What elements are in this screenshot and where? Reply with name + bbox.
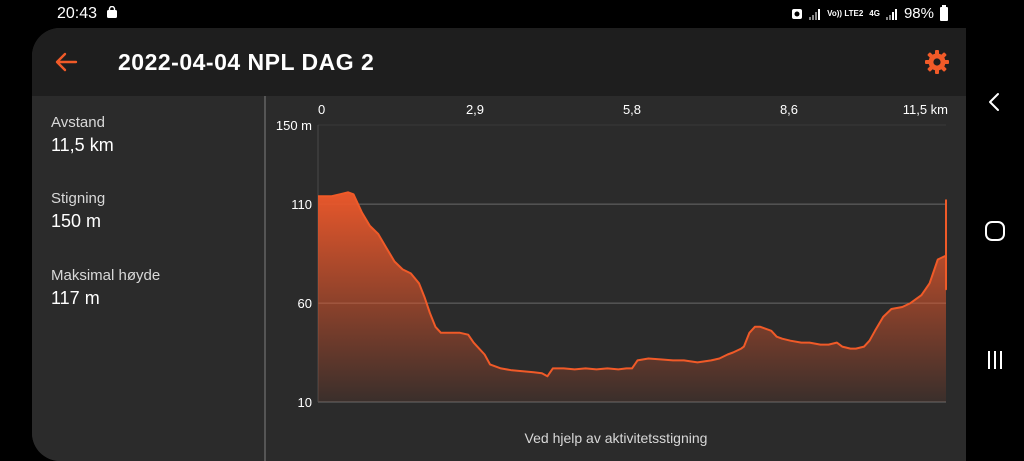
stat-label: Maksimal høyde (51, 267, 161, 284)
home-icon[interactable] (983, 219, 1007, 243)
system-nav-bar (966, 0, 1024, 461)
stat-value: 11,5 km (51, 135, 114, 155)
arrow-left-icon[interactable] (52, 48, 80, 76)
elevation-chart: 150 m 110 60 10 0 2,9 5,8 8,6 11,5 km (276, 102, 948, 410)
page-title: 2022-04-04 NPL DAG 2 (118, 49, 375, 75)
alarm-icon (792, 8, 803, 19)
status-bar: 20:43 Vo)) LTE2 4G 98% (0, 0, 966, 28)
stat-max-altitude: Maksimal høyde 117 m (51, 267, 160, 309)
clock: 20:43 (57, 5, 98, 22)
recents-icon[interactable] (983, 348, 1007, 372)
stat-value: 117 m (51, 288, 100, 308)
chart-caption: Ved hjelp av aktivitetsstigning (524, 430, 708, 446)
y-tick-label: 10 (298, 395, 312, 410)
x-tick-label: 8,6 (780, 102, 798, 117)
y-tick-label: 60 (298, 296, 312, 311)
y-tick-label: 110 (291, 197, 312, 212)
battery-icon (940, 4, 948, 21)
x-tick-label: 0 (318, 102, 325, 117)
toolbar: 2022-04-04 NPL DAG 2 (32, 28, 966, 96)
x-tick-label: 5,8 (623, 102, 641, 117)
signal-icon-2 (885, 8, 897, 20)
stat-value: 150 m (51, 211, 102, 231)
app-window: 2022-04-04 NPL DAG 2 Avstand 11,5 km Sti… (32, 28, 966, 461)
shopping-bag-icon (107, 6, 117, 18)
stat-distance: Avstand 11,5 km (51, 114, 114, 156)
stats-panel: Avstand 11,5 km Stigning 150 m Maksimal … (32, 96, 264, 461)
elevation-line (318, 191, 947, 378)
elevation-area (318, 192, 946, 402)
battery-percent: 98% (903, 5, 934, 22)
stat-label: Avstand (51, 114, 105, 131)
stat-label: Stigning (51, 190, 106, 207)
panel-divider (264, 96, 266, 461)
chevron-left-icon[interactable] (983, 90, 1007, 114)
network-tag: Vo)) LTE2 (827, 8, 864, 18)
x-tick-label: 11,5 km (903, 102, 948, 117)
gear-icon[interactable] (924, 49, 950, 75)
signal-icon (809, 8, 821, 20)
x-tick-label: 2,9 (466, 102, 484, 117)
status-icons: Vo)) LTE2 4G 98% (791, 4, 948, 22)
stat-ascent: Stigning 150 m (51, 190, 105, 232)
y-tick-label: 150 m (276, 118, 312, 133)
network-gen: 4G (869, 8, 880, 18)
